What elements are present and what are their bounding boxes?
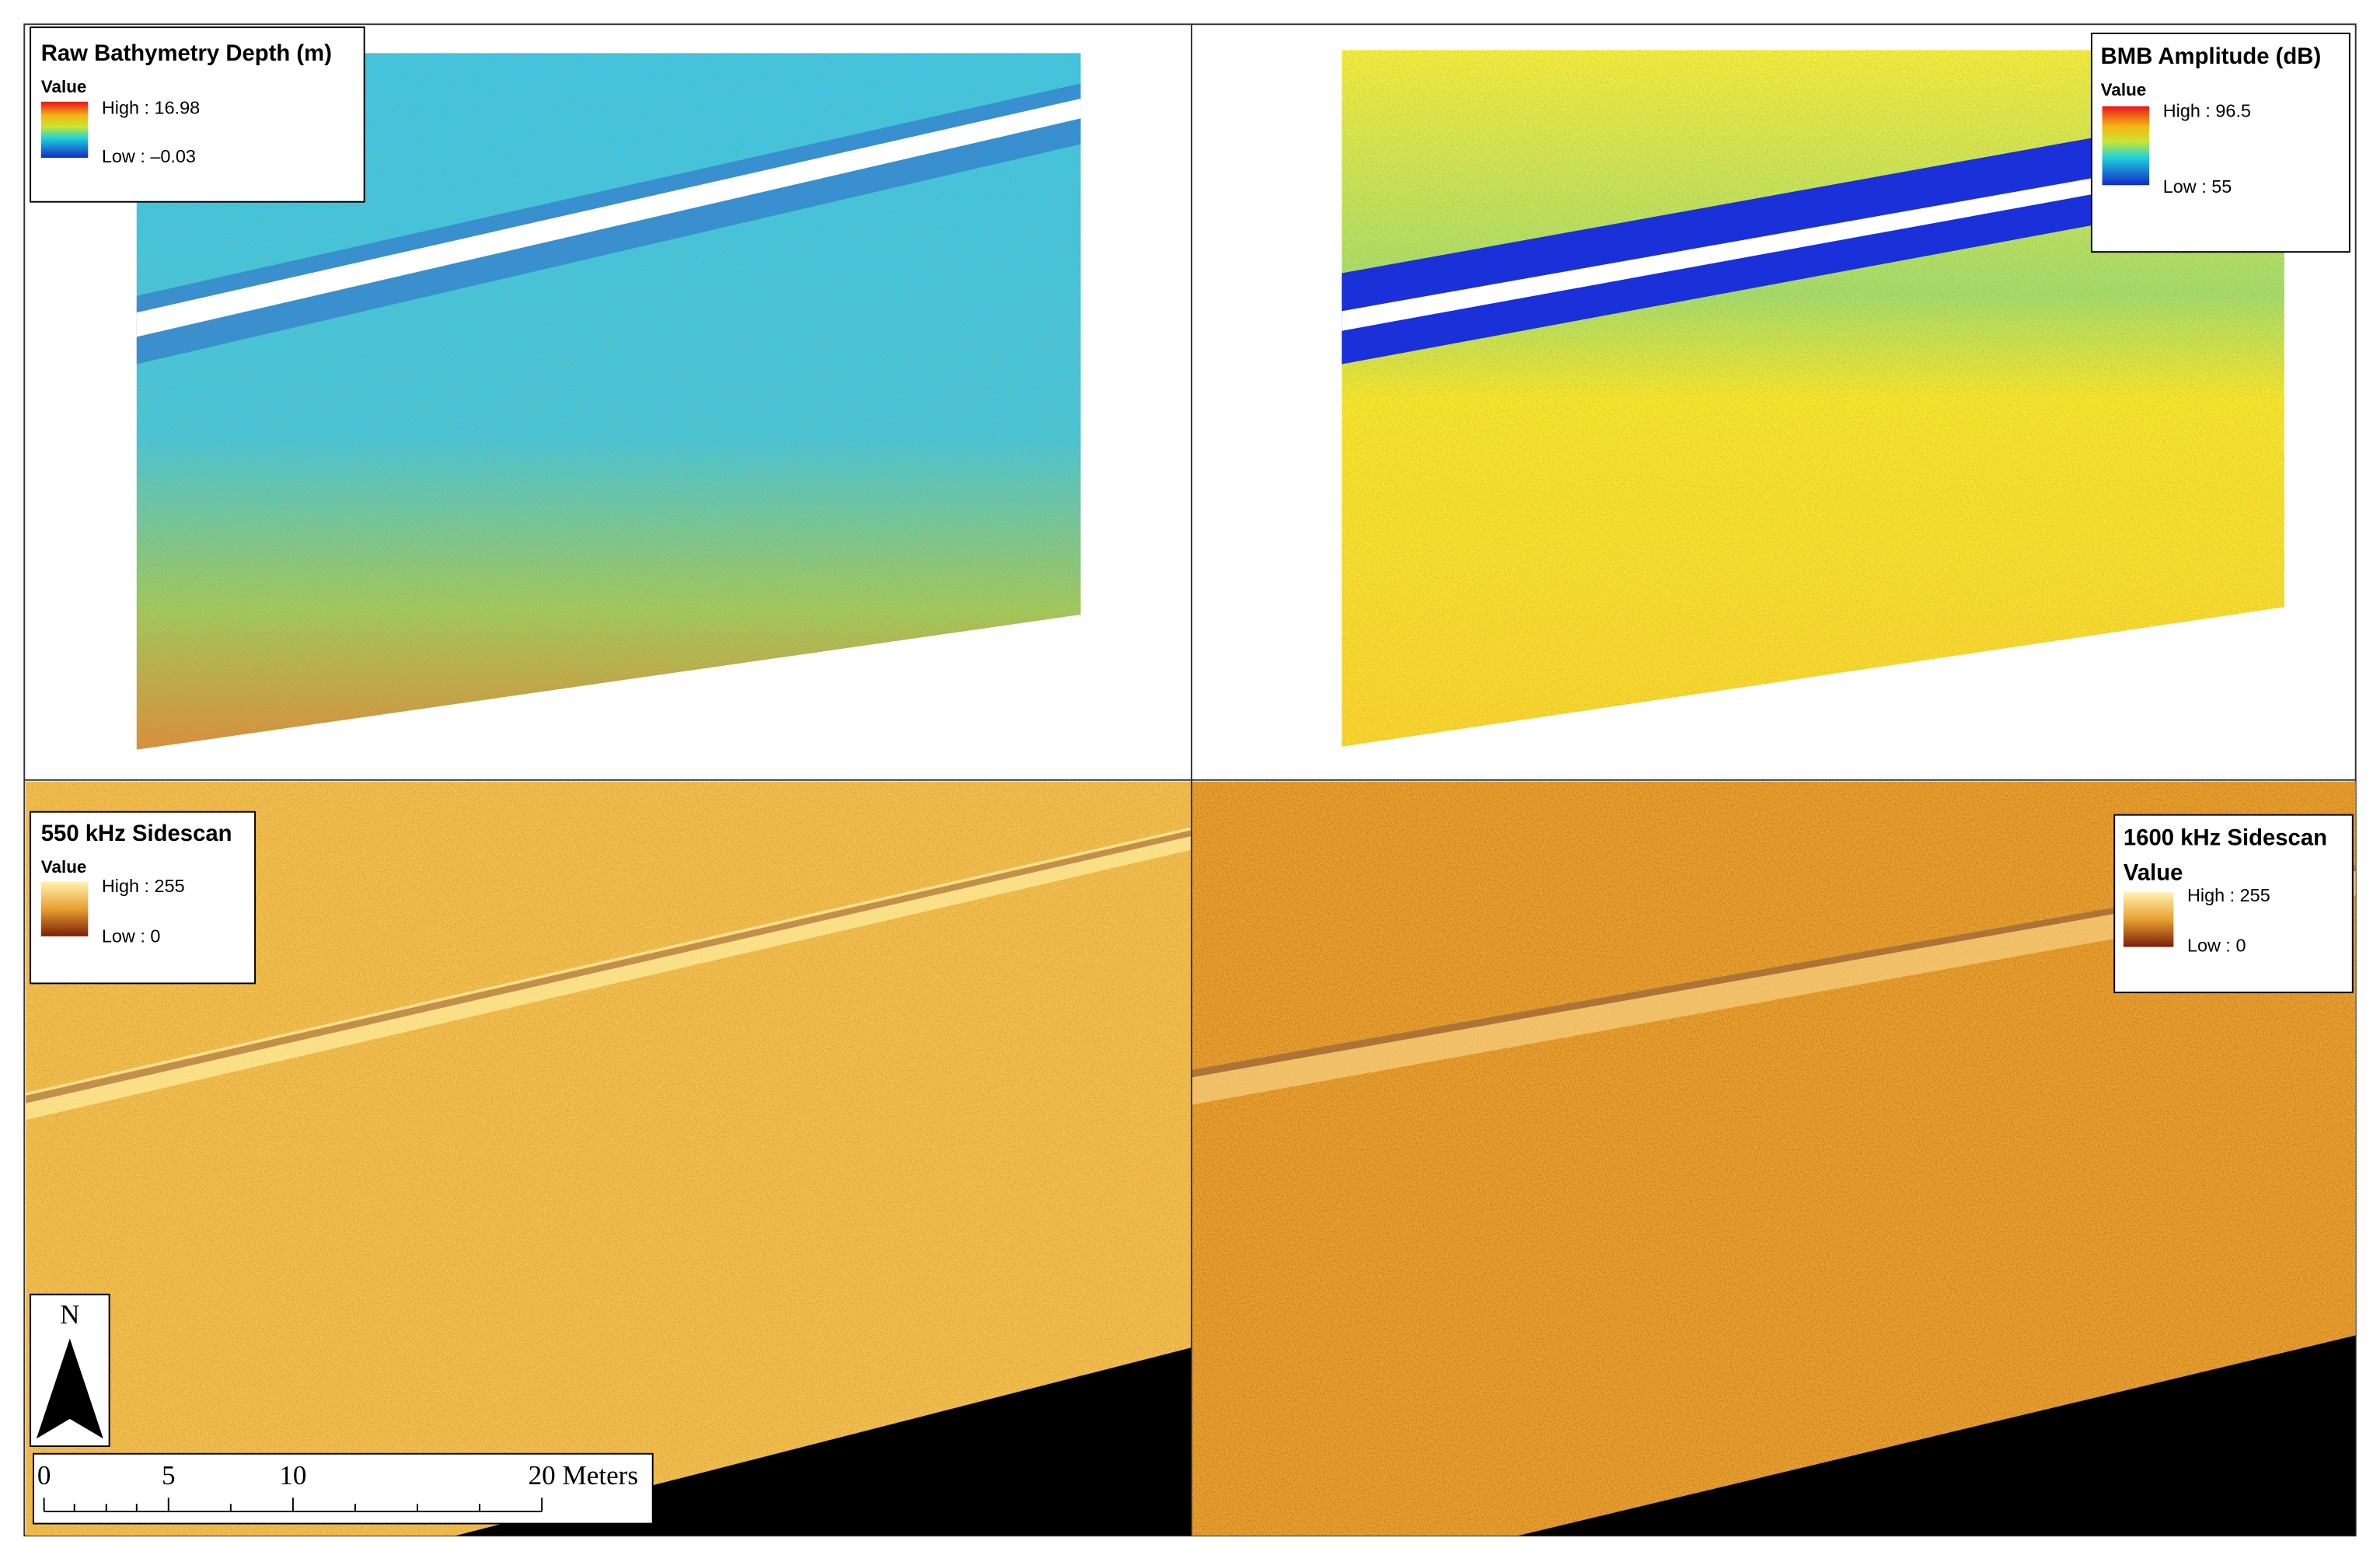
legend-title: 1600 kHz Sidescan [2124,825,2327,851]
legend-high: High : 16.98 [102,97,200,117]
scale-bar: 0 5 10 20 Meters [33,1452,654,1525]
legend-high: High : 255 [2187,885,2270,905]
legend-low: Low : 0 [102,926,161,947]
legend: Raw Bathymetry Depth (m) Value High : 16… [30,26,365,203]
scale-label: 20 Meters [529,1460,638,1490]
legend: 550 kHz Sidescan Value High : 255 Low : … [30,811,256,985]
legend-heading: Value [2124,860,2183,886]
north-arrow: N [30,1293,110,1447]
north-label: N [60,1299,79,1330]
legend-low: Low : –0.03 [102,146,196,166]
legend-high: High : 255 [102,876,185,896]
scale-label: 5 [162,1460,176,1490]
legend-heading: Value [2101,80,2147,99]
legend-low: Low : 0 [2187,935,2246,955]
legend-title: 550 kHz Sidescan [41,821,232,846]
legend: BMB Amplitude (dB) Value High : 96.5 Low… [2090,32,2350,253]
legend-title: Raw Bathymetry Depth (m) [41,40,332,66]
scale-label: 10 [279,1460,306,1490]
legend-high: High : 96.5 [2163,100,2251,120]
scale-label: 0 [37,1460,51,1490]
legend-heading: Value [41,77,87,96]
amplitude-map [1342,50,2284,747]
legend-heading: Value [41,857,87,877]
bathymetry-map [136,53,1081,750]
legend-low: Low : 55 [2163,176,2232,197]
legend: 1600 kHz Sidescan Value High : 255 Low :… [2113,814,2354,994]
legend-title: BMB Amplitude (dB) [2101,44,2322,69]
